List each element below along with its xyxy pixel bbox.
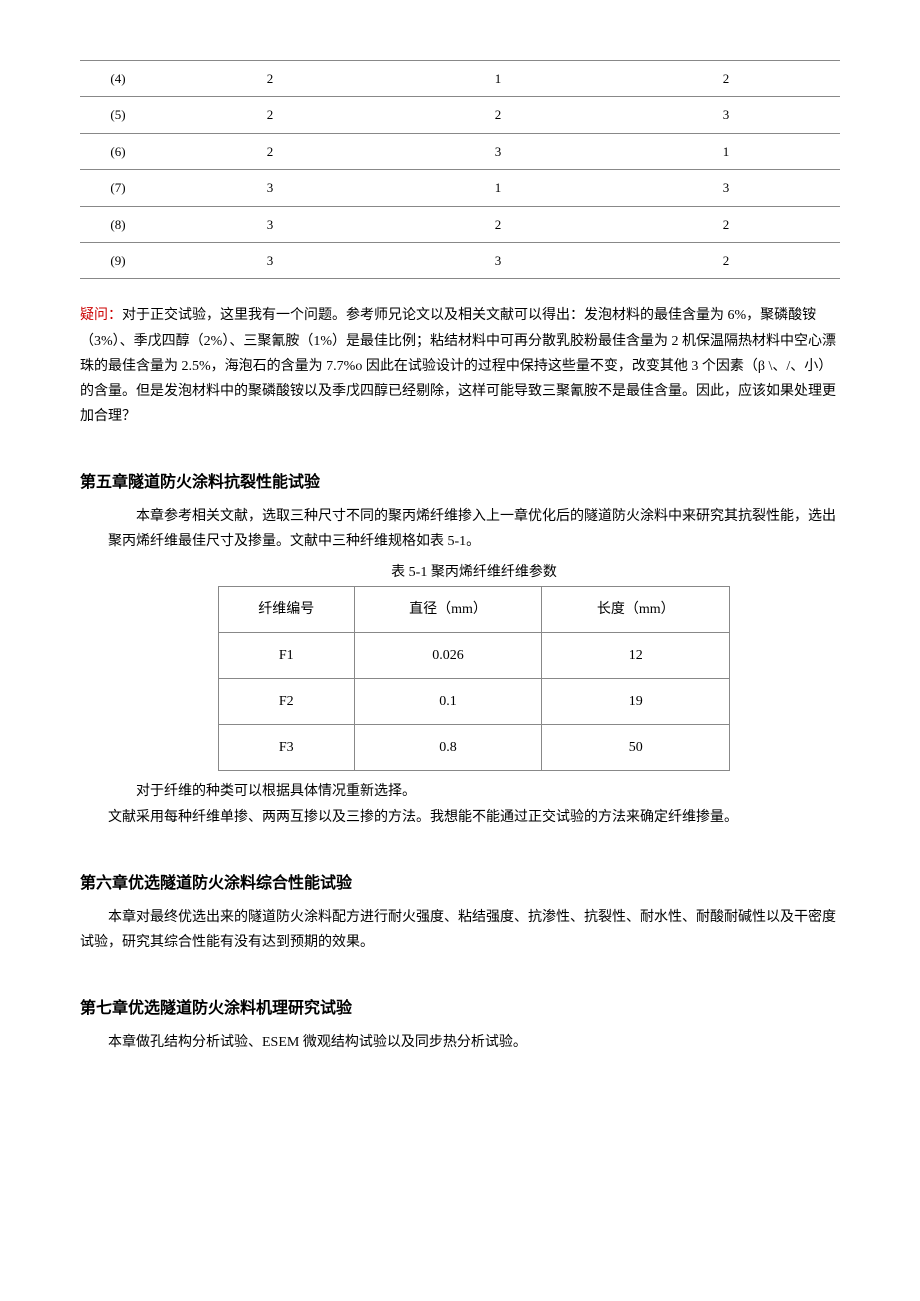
table-cell: 1 [384, 61, 612, 97]
table-cell: F3 [218, 725, 354, 771]
table-cell: 2 [612, 61, 840, 97]
chapter5-heading: 第五章隧道防火涂料抗裂性能试验 [80, 469, 840, 498]
table-cell: (5) [80, 97, 156, 133]
table-cell: 3 [612, 170, 840, 206]
table-cell: F1 [218, 632, 354, 678]
table-cell: 3 [156, 242, 384, 278]
chapter5-intro2: 文献采用每种纤维单掺、两两互掺以及三掺的方法。我想能不能通过正交试验的方法来确定… [80, 805, 840, 830]
table-cell: 1 [384, 170, 612, 206]
chapter5-intro1: 本章参考相关文献，选取三种尺寸不同的聚丙烯纤维掺入上一章优化后的隧道防火涂料中来… [108, 504, 840, 554]
table-header-cell: 长度（mm） [542, 586, 730, 632]
table-row: F30.850 [218, 725, 729, 771]
table-cell: 3 [156, 170, 384, 206]
table-cell: 3 [384, 242, 612, 278]
table-cell: (4) [80, 61, 156, 97]
table-cell: 2 [612, 206, 840, 242]
fiber-params-table: 纤维编号直径（mm）长度（mm） F10.02612F20.119F30.850 [218, 586, 730, 772]
table-cell: 3 [612, 97, 840, 133]
table-cell: (6) [80, 133, 156, 169]
table-row: (5)223 [80, 97, 840, 133]
table-cell: 0.1 [354, 679, 542, 725]
table-cell: 2 [612, 242, 840, 278]
table-row: (4)212 [80, 61, 840, 97]
table-row: (6)231 [80, 133, 840, 169]
chapter6-text: 本章对最终优选出来的隧道防火涂料配方进行耐火强度、粘结强度、抗渗性、抗裂性、耐水… [80, 905, 840, 955]
table-row: F10.02612 [218, 632, 729, 678]
table5-1-caption: 表 5-1 聚丙烯纤维纤维参数 [108, 560, 840, 585]
question-paragraph: 疑问：对于正交试验，这里我有一个问题。参考师兄论文以及相关文献可以得出：发泡材料… [80, 303, 840, 429]
table-cell: (9) [80, 242, 156, 278]
chapter5-intro-block: 本章参考相关文献，选取三种尺寸不同的聚丙烯纤维掺入上一章优化后的隧道防火涂料中来… [80, 504, 840, 805]
table-row: F20.119 [218, 679, 729, 725]
table-row: (8)322 [80, 206, 840, 242]
chapter5-note: 对于纤维的种类可以根据具体情况重新选择。 [108, 779, 840, 804]
table-cell: 19 [542, 679, 730, 725]
table-cell: 2 [156, 133, 384, 169]
table-cell: 2 [384, 97, 612, 133]
table-cell: 2 [156, 61, 384, 97]
table-row: (7)313 [80, 170, 840, 206]
question-text: 对于正交试验，这里我有一个问题。参考师兄论文以及相关文献可以得出：发泡材料的最佳… [80, 308, 836, 424]
table-cell: 12 [542, 632, 730, 678]
table-header-cell: 直径（mm） [354, 586, 542, 632]
table-cell: 50 [542, 725, 730, 771]
chapter6-heading: 第六章优选隧道防火涂料综合性能试验 [80, 870, 840, 899]
table-cell: 0.8 [354, 725, 542, 771]
table-cell: (7) [80, 170, 156, 206]
table-cell: F2 [218, 679, 354, 725]
chapter7-text: 本章做孔结构分析试验、ESEM 微观结构试验以及同步热分析试验。 [80, 1030, 840, 1055]
table-cell: 3 [156, 206, 384, 242]
table-cell: 0.026 [354, 632, 542, 678]
table-cell: (8) [80, 206, 156, 242]
table-cell: 2 [384, 206, 612, 242]
chapter7-heading: 第七章优选隧道防火涂料机理研究试验 [80, 995, 840, 1024]
table-header-cell: 纤维编号 [218, 586, 354, 632]
table-cell: 1 [612, 133, 840, 169]
table-row: (9)332 [80, 242, 840, 278]
table-cell: 2 [156, 97, 384, 133]
table-cell: 3 [384, 133, 612, 169]
orthogonal-test-table: (4)212(5)223(6)231(7)313(8)322(9)332 [80, 60, 840, 279]
question-label: 疑问： [80, 308, 122, 323]
